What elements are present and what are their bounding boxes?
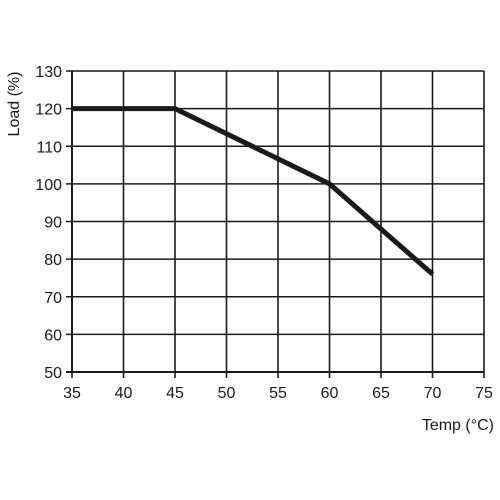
x-axis-label: Temp (°C) (422, 417, 494, 434)
y-tick-label: 110 (36, 139, 62, 156)
grid (66, 70, 485, 378)
tick-labels: 35 40 45 50 55 60 65 70 75 50 60 70 80 90 100 110 120 130 (35, 64, 493, 402)
y-tick-label: 80 (44, 252, 62, 269)
x-tick-label: 70 (424, 385, 442, 402)
y-tick-label: 50 (44, 365, 62, 382)
x-tick-label: 40 (115, 385, 133, 402)
y-tick-label: 70 (44, 290, 62, 307)
y-tick-label: 90 (44, 215, 62, 232)
y-tick-label: 100 (35, 177, 62, 194)
series-layer (72, 106, 435, 277)
y-axis-label: Load (%) (6, 72, 23, 137)
x-tick-label: 75 (475, 385, 493, 402)
x-tick-label: 60 (321, 385, 339, 402)
series-line (72, 106, 435, 277)
x-tick-label: 50 (218, 385, 236, 402)
y-tick-label: 130 (35, 64, 62, 81)
y-tick-label: 60 (44, 327, 62, 344)
x-tick-label: 65 (372, 385, 390, 402)
x-tick-label: 45 (166, 385, 184, 402)
x-tick-label: 35 (63, 385, 81, 402)
x-tick-label: 55 (269, 385, 287, 402)
y-tick-label: 120 (35, 102, 62, 119)
